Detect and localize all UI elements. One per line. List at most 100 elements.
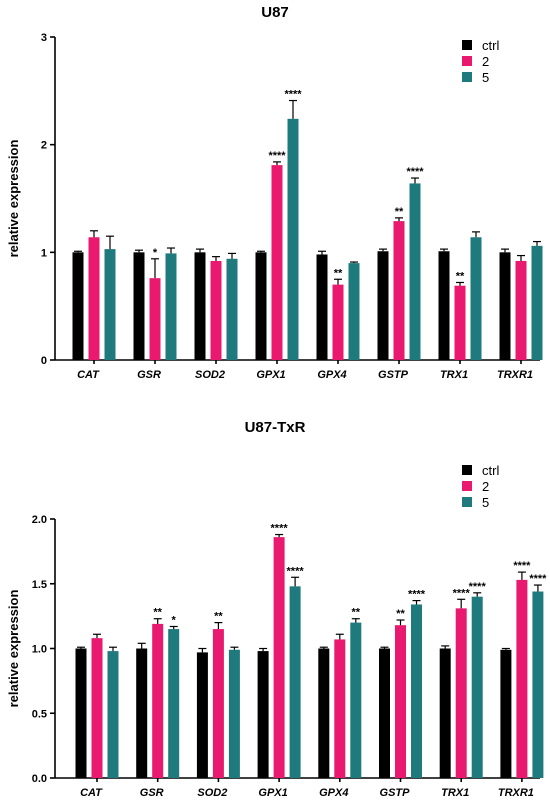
significance-label: *	[153, 247, 158, 259]
bar	[499, 252, 511, 360]
y-tick-label: 0.0	[32, 773, 47, 785]
significance-label: ****	[453, 587, 471, 599]
significance-label: ****	[513, 560, 531, 572]
bar	[409, 183, 421, 360]
significance-label: *	[172, 614, 177, 626]
legend-label: 5	[482, 495, 489, 510]
bar	[515, 260, 527, 360]
bar	[104, 249, 116, 360]
bar	[136, 648, 148, 778]
significance-label: **	[334, 267, 343, 279]
significance-label: **	[214, 611, 223, 623]
bar	[210, 260, 222, 360]
legend-swatch	[462, 40, 472, 50]
bar	[377, 251, 389, 360]
bar	[471, 596, 483, 778]
bar	[516, 579, 528, 778]
bar	[149, 278, 161, 360]
y-axis-label: relative expression	[6, 590, 21, 708]
legend-label: 2	[482, 54, 489, 69]
bar	[212, 629, 224, 778]
bar	[196, 652, 208, 778]
x-tick-label: TRXR1	[498, 787, 534, 799]
bar	[455, 608, 467, 778]
bar	[379, 648, 390, 778]
x-tick-label: GSTP	[380, 787, 411, 799]
bar	[316, 254, 328, 360]
legend-swatch	[462, 72, 472, 82]
significance-label: ****	[268, 150, 286, 162]
legend-label: ctrl	[482, 463, 499, 478]
chart-title: U87-TxR	[245, 419, 306, 436]
legend-swatch	[462, 465, 472, 475]
bar	[75, 648, 87, 778]
bar	[273, 537, 285, 778]
bar	[395, 625, 406, 778]
x-tick-label: GPX1	[258, 787, 287, 799]
legend-swatch	[462, 497, 472, 507]
bar	[257, 651, 269, 778]
bar	[226, 258, 238, 360]
x-tick-label: TRX1	[440, 369, 468, 381]
bar	[334, 639, 346, 778]
y-tick-label: 2	[41, 140, 47, 152]
bar	[348, 263, 360, 360]
bar	[88, 237, 100, 360]
significance-label: ****	[469, 581, 487, 593]
x-tick-label: GSTP	[378, 369, 409, 381]
x-tick-label: CAT	[77, 369, 100, 381]
bar	[454, 285, 466, 360]
bar	[332, 284, 344, 360]
significance-label: **	[153, 607, 162, 619]
bar	[152, 623, 164, 778]
significance-label: ****	[529, 573, 547, 585]
legend-label: 5	[482, 70, 489, 85]
y-tick-label: 0.5	[32, 708, 47, 720]
x-tick-label: GPX4	[319, 787, 348, 799]
bar	[107, 651, 119, 778]
y-tick-label: 3	[41, 32, 47, 44]
x-tick-label: GSR	[137, 369, 161, 381]
legend-swatch	[462, 481, 472, 491]
significance-label: ****	[271, 523, 289, 535]
bar	[228, 649, 240, 778]
bar	[271, 165, 283, 360]
y-axis-label: relative expression	[6, 140, 21, 258]
bar	[168, 629, 180, 778]
x-tick-label: GPX1	[256, 369, 285, 381]
x-tick-label: TRX1	[441, 787, 469, 799]
y-tick-label: 1.5	[32, 579, 47, 591]
bar	[194, 252, 206, 360]
bar	[470, 237, 482, 360]
y-tick-label: 0	[41, 355, 47, 367]
significance-label: ****	[284, 89, 302, 101]
bar	[287, 118, 299, 361]
bar	[72, 252, 84, 360]
x-tick-label: GSR	[140, 787, 164, 799]
bar	[438, 251, 450, 360]
significance-label: **	[352, 607, 361, 619]
bar	[350, 622, 362, 778]
y-tick-label: 2.0	[32, 514, 47, 526]
x-tick-label: SOD2	[195, 369, 225, 381]
significance-label: **	[396, 608, 405, 620]
bar	[318, 648, 330, 778]
bar	[411, 604, 422, 778]
legend-swatch	[462, 56, 472, 66]
bar	[439, 648, 451, 778]
bar	[531, 245, 543, 360]
x-tick-label: SOD2	[197, 787, 227, 799]
bar	[393, 221, 405, 360]
bar	[91, 638, 103, 778]
legend-label: 2	[482, 479, 489, 494]
bar	[133, 252, 145, 360]
y-tick-label: 1.0	[32, 644, 47, 656]
bar	[289, 586, 301, 778]
bar	[532, 591, 544, 778]
bar	[500, 649, 512, 778]
bar	[255, 252, 267, 360]
x-tick-label: GPX4	[317, 369, 346, 381]
chart-2: U87-TxR relative expression 0.0 0.5 1.0 1.5 2.…	[6, 419, 547, 799]
chart-title: U87	[261, 4, 289, 21]
